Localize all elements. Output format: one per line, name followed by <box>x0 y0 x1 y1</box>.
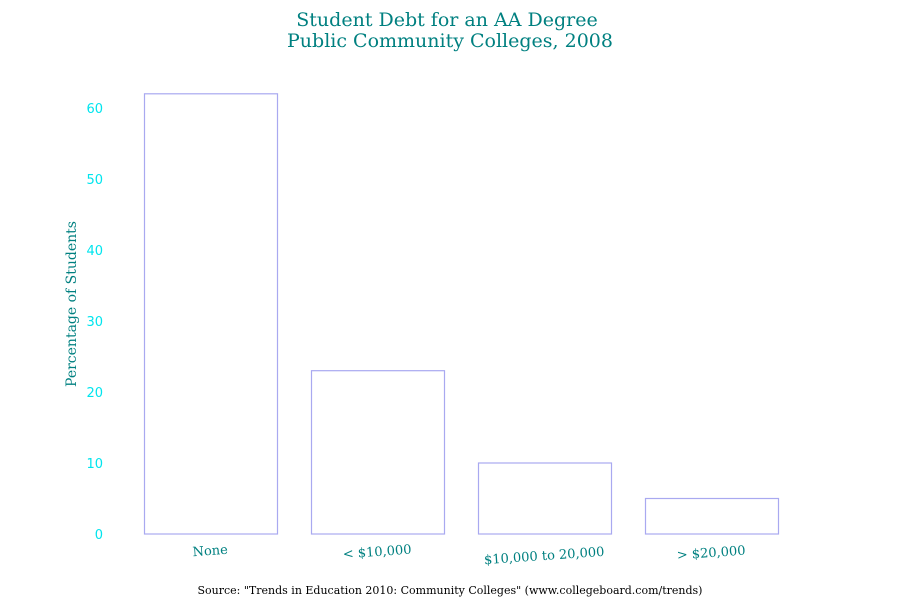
x-tick-label: None <box>192 543 229 560</box>
y-tick-label: 50 <box>86 173 103 188</box>
y-tick-label: 0 <box>95 528 103 543</box>
y-tick-labels: 0 10 20 30 40 50 60 <box>86 102 103 543</box>
y-tick-label: 20 <box>86 386 103 401</box>
bar-3 <box>644 497 780 535</box>
source-note: Source: "Trends in Education 2010: Commu… <box>198 584 703 597</box>
x-tick-label: < $10,000 <box>342 543 412 563</box>
y-tick-label: 60 <box>86 102 103 117</box>
y-axis-label: Percentage of Students <box>64 221 80 387</box>
bar-2 <box>477 462 613 535</box>
y-tick-label: 10 <box>86 457 103 472</box>
chart-title-line-1: Student Debt for an AA Degree <box>296 9 597 31</box>
bar-1 <box>310 370 446 535</box>
chart-title-line-2: Public Community Colleges, 2008 <box>287 30 613 52</box>
bar-0 <box>143 93 279 535</box>
y-tick-label: 40 <box>86 244 103 259</box>
x-tick-label: $10,000 to 20,000 <box>484 545 605 568</box>
x-tick-label: > $20,000 <box>676 544 746 564</box>
x-tick-labels: None < $10,000 $10,000 to 20,000 > $20,000 <box>192 543 746 569</box>
bars-layer <box>143 93 780 535</box>
y-tick-label: 30 <box>86 315 103 330</box>
